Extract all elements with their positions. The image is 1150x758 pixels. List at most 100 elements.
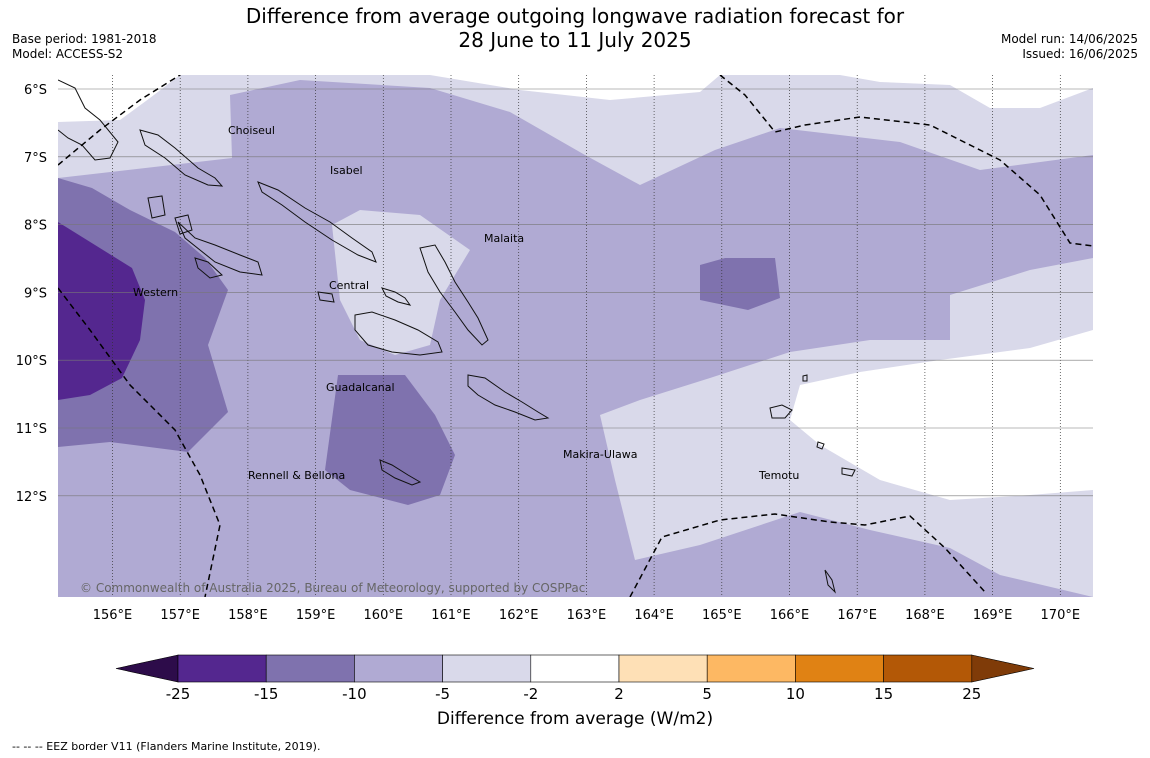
model-text: Model: ACCESS-S2 <box>12 47 124 61</box>
map-fill: © Commonwealth of Australia 2025, Bureau… <box>58 75 1093 597</box>
lon-tick-label: 163°E <box>567 608 607 623</box>
title-line1: Difference from average outgoing longwav… <box>245 4 905 28</box>
graticule <box>58 75 1093 597</box>
island-vella-lavella <box>147 195 166 219</box>
colorbar-tick-label: -25 <box>166 685 191 703</box>
label-malaita: Malaita <box>484 232 524 245</box>
model-run-text: Model run: 14/06/2025 <box>1000 32 1138 46</box>
colorbar-segment <box>883 654 973 683</box>
lon-tick-label: 162°E <box>499 608 539 623</box>
colorbar-segment <box>706 654 796 683</box>
colorbar-segment <box>177 654 267 683</box>
label-temotu: Temotu <box>758 469 799 482</box>
lon-tick-labels: 156°E 157°E 158°E 159°E 160°E 161°E 162°E 163°E… <box>93 608 1080 623</box>
lat-tick-label: 11°S <box>16 422 47 437</box>
lat-tick-labels: 6°S 7°S 8°S 9°S 10°S 11°S 12°S <box>16 83 47 505</box>
zone-minus15-minus10-east <box>700 258 780 310</box>
colorbar-segment <box>530 654 620 683</box>
island-bougainville <box>58 79 119 161</box>
lon-tick-label: 158°E <box>228 608 268 623</box>
label-guadalcanal: Guadalcanal <box>326 381 395 394</box>
island-kolombangara <box>174 214 193 235</box>
island-isabel <box>257 181 377 263</box>
eez-border-sw <box>58 287 221 597</box>
island-small-2 <box>824 569 836 594</box>
lat-tick-label: 9°S <box>24 286 47 301</box>
island-malaita <box>419 244 489 346</box>
island-small-1 <box>841 467 856 477</box>
lon-tick-label: 167°E <box>837 608 877 623</box>
island-small-4 <box>802 374 808 382</box>
colorbar-extend-high <box>971 654 1035 683</box>
colorbar-tick-label: -15 <box>254 685 279 703</box>
lon-tick-label: 160°E <box>364 608 404 623</box>
zone-minus25-minus15 <box>58 222 145 400</box>
island-rennell <box>379 459 422 486</box>
eez-legend-note: -- -- -- EEZ border V11 (Flanders Marine… <box>12 740 321 753</box>
island-choiseul <box>139 129 224 187</box>
lon-tick-label: 169°E <box>973 608 1013 623</box>
island-florida <box>381 287 412 306</box>
info-left: Base period: 1981-2018 Model: ACCESS-S2 <box>12 32 157 62</box>
lon-tick-label: 156°E <box>93 608 133 623</box>
lon-tick-label: 159°E <box>296 608 336 623</box>
label-western: Western <box>133 286 178 299</box>
label-isabel: Isabel <box>330 164 363 177</box>
colorbar-tick-label: -2 <box>523 685 538 703</box>
colorbar-tick-label: -5 <box>435 685 450 703</box>
zone-minus2-2-ne <box>840 75 1093 108</box>
issued-text: Issued: 16/06/2025 <box>1022 47 1138 61</box>
copyright-text: © Commonwealth of Australia 2025, Bureau… <box>80 581 585 595</box>
label-central: Central <box>329 279 369 292</box>
base-period-text: Base period: 1981-2018 <box>12 32 157 46</box>
colorbar-segment <box>354 654 443 683</box>
colorbar-tick-label: 25 <box>962 685 981 703</box>
colorbar-tick-label: -10 <box>342 685 367 703</box>
zone-minus5-minus2 <box>58 75 1093 185</box>
eez-border-se <box>629 513 986 597</box>
zone-minus2-2-east <box>790 330 1093 500</box>
colorbar-ticks: -25 -15 -10 -5 -2 2 5 10 15 25 <box>166 685 982 703</box>
chart-title: Difference from average outgoing longwav… <box>0 4 1150 52</box>
lon-tick-label: 165°E <box>702 608 742 623</box>
colorbar: -25 -15 -10 -5 -2 2 5 10 15 25 <box>115 654 1035 703</box>
eez-borders <box>58 75 1093 597</box>
colorbar-tick-label: 5 <box>702 685 712 703</box>
province-labels: Choiseul Isabel Malaita Central Western … <box>133 124 799 482</box>
title-line2: 28 June to 11 July 2025 <box>458 28 692 52</box>
colorbar-segment <box>618 654 708 683</box>
colorbar-tick-label: 15 <box>874 685 893 703</box>
colorbar-label: Difference from average (W/m2) <box>436 709 714 729</box>
eez-border-ne <box>719 75 1093 247</box>
lon-tick-label: 161°E <box>431 608 471 623</box>
zone-minus15-minus10-guadalcanal <box>325 375 455 505</box>
island-small-3 <box>816 441 825 450</box>
lat-tick-label: 7°S <box>24 151 47 166</box>
island-new-georgia <box>177 221 263 276</box>
lon-tick-label: 168°E <box>905 608 945 623</box>
island-guadalcanal <box>354 311 443 356</box>
label-choiseul: Choiseul <box>228 124 275 137</box>
lat-tick-label: 8°S <box>24 219 47 234</box>
colorbar-segment <box>442 654 532 683</box>
lat-tick-label: 12°S <box>16 490 47 505</box>
lon-tick-label: 157°E <box>160 608 200 623</box>
lon-tick-label: 166°E <box>770 608 810 623</box>
island-santa-cruz <box>769 404 793 419</box>
island-russell <box>317 291 335 303</box>
colorbar-segment <box>795 654 884 683</box>
colorbar-segments <box>115 654 1035 683</box>
island-makira <box>467 374 550 421</box>
islands <box>58 79 856 594</box>
label-rennell-bellona: Rennell & Bellona <box>248 469 345 482</box>
lon-tick-label: 164°E <box>634 608 674 623</box>
info-right: Model run: 14/06/2025 Issued: 16/06/2025 <box>1001 32 1138 62</box>
island-rendova <box>194 257 224 279</box>
zone-minus2-2-north <box>430 75 720 100</box>
colorbar-tick-label: 10 <box>786 685 805 703</box>
colorbar-tick-label: 2 <box>614 685 624 703</box>
colorbar-segment <box>265 654 355 683</box>
colorbar-extend-low <box>115 654 179 683</box>
lon-tick-label: 170°E <box>1041 608 1081 623</box>
